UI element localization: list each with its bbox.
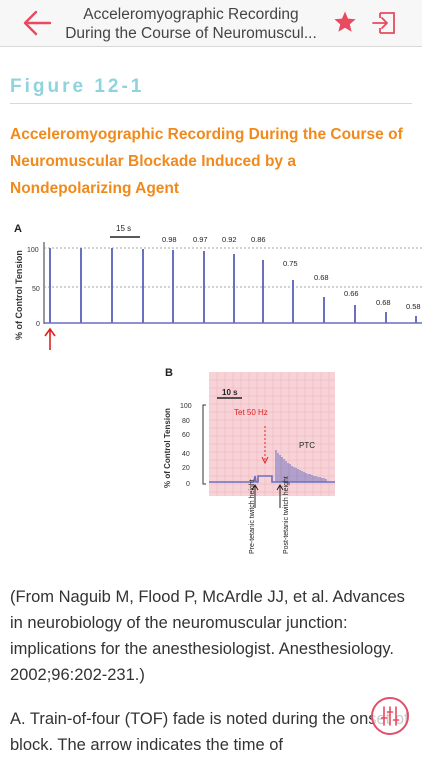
tof-ratio: 0.58 (406, 302, 421, 311)
panel-b-ytick: 60 (182, 432, 190, 439)
panel-b-ytick: 80 (182, 418, 190, 425)
twitch-bar (323, 297, 325, 323)
post-tetanic-label: Post-tetanic twitch height (283, 476, 290, 554)
tof-ratio: 0.98 (162, 235, 177, 244)
tof-ratio: 0.92 (222, 235, 237, 244)
twitch-bar (111, 248, 113, 323)
panel-b-scale-label: 10 s (222, 388, 238, 397)
tof-ratio: 0.86 (251, 235, 266, 244)
twitch-bar (354, 305, 356, 323)
twitch-bar (142, 249, 144, 323)
tetanus-label: Tet 50 Hz (234, 408, 268, 417)
twitch-bar (80, 248, 82, 323)
twitch-bar (292, 280, 294, 323)
twitch-bar (49, 248, 51, 323)
exit-icon[interactable] (371, 10, 397, 36)
top-bar: Acceleromyographic Recording During the … (0, 0, 422, 47)
star-icon[interactable] (333, 10, 357, 34)
panel-b-ytick: 0 (186, 481, 190, 488)
panel-b-trace (209, 475, 335, 483)
tof-ratio: 0.97 (193, 235, 208, 244)
panel-b-letter: B (165, 367, 173, 379)
page-title-line2: During the Course of Neuromuscul... (65, 25, 317, 42)
panel-b-ytick: 20 (182, 465, 190, 472)
divider (10, 103, 412, 104)
panel-a-ytick: 0 (36, 321, 40, 328)
figure-graphic: A % of Control Tension 100 50 0 15 s 0.9… (14, 223, 422, 554)
panel-a-ytick: 100 (27, 247, 39, 254)
panel-a-twitches (49, 248, 417, 323)
tof-ratio: 0.68 (376, 298, 391, 307)
figure-caption: (From Naguib M, Flood P, McArdle JJ, et … (10, 588, 405, 684)
pre-tetanic-arrow (251, 484, 259, 508)
body-text: A. Train-of-four (TOF) fade is noted dur… (10, 710, 409, 754)
twitch-bar (172, 250, 174, 323)
twitch-bar (415, 316, 417, 323)
tof-ratio: 0.68 (314, 273, 329, 282)
tetanus-arrow (261, 426, 269, 465)
panel-b-ytick: 40 (182, 451, 190, 458)
twitch-bar (385, 312, 387, 323)
page-title: Acceleromyographic Recording During the … (58, 5, 324, 43)
panel-b-grid (209, 372, 335, 496)
figure-title: Acceleromyographic Recording During the … (10, 126, 403, 197)
panel-a-ylabel: % of Control Tension (14, 250, 24, 340)
panel-a-ytick: 50 (32, 286, 40, 293)
panel-a-scale-label: 15 s (116, 224, 131, 233)
page-title-line1: Acceleromyographic Recording (83, 6, 299, 23)
twitch-bar (203, 251, 205, 323)
arrow-left-icon[interactable] (22, 9, 52, 37)
tof-ratio: 0.66 (344, 289, 359, 298)
figure-image: A % of Control Tension 100 50 0 15 s 0.9… (10, 212, 422, 558)
sliders-icon (380, 706, 400, 726)
ptc-label: PTC (299, 441, 315, 450)
panel-a-letter: A (14, 223, 22, 235)
panel-b-ytick: 100 (180, 403, 192, 410)
panel-b-ylabel: % of Control Tension (163, 408, 172, 488)
panel-b-axis-bracket (202, 404, 206, 485)
pre-tetanic-label: Pre-tetanic twitch height (249, 479, 256, 554)
twitch-bar (233, 254, 235, 323)
onset-arrow (44, 327, 56, 350)
tof-ratio: 0.75 (283, 259, 298, 268)
post-tetanic-arrow (276, 484, 284, 508)
tools-button[interactable] (371, 697, 409, 735)
ptc-bars (275, 450, 327, 482)
figure-label: Figure 12-1 (10, 76, 145, 97)
twitch-bar (262, 260, 264, 323)
